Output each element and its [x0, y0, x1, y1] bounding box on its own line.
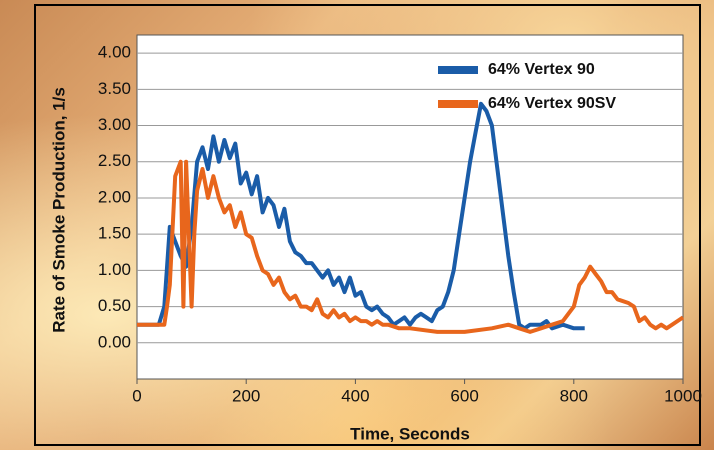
x-tick-label: 600 — [450, 386, 478, 405]
legend-label: 64% Vertex 90 — [488, 61, 595, 78]
y-tick-label: 0.50 — [98, 296, 131, 315]
frame — [34, 4, 701, 446]
x-tick-label: 400 — [341, 386, 369, 405]
y-tick-label: 2.00 — [98, 187, 131, 206]
series-line — [137, 159, 685, 334]
y-tick-label: 1.00 — [98, 260, 131, 279]
legend-swatch — [438, 100, 478, 108]
x-tick-label: 200 — [232, 386, 260, 405]
legend-swatch — [438, 66, 478, 74]
y-tick-label: 3.00 — [98, 115, 131, 134]
x-tick-label: 1000 — [664, 386, 702, 405]
y-tick-label: 2.50 — [98, 151, 131, 170]
x-tick-label: 800 — [560, 386, 588, 405]
y-axis-title: Rate of Smoke Production, 1/s — [49, 87, 68, 333]
x-axis-title: Time, Seconds — [350, 424, 470, 443]
series-line — [137, 101, 585, 331]
y-tick-label: 0.00 — [98, 332, 131, 351]
legend-label: 64% Vertex 90SV — [488, 95, 616, 112]
y-tick-label: 4.00 — [98, 43, 131, 62]
y-tick-label: 3.50 — [98, 79, 131, 98]
x-tick-label: 0 — [132, 386, 141, 405]
y-tick-label: 1.50 — [98, 224, 131, 243]
